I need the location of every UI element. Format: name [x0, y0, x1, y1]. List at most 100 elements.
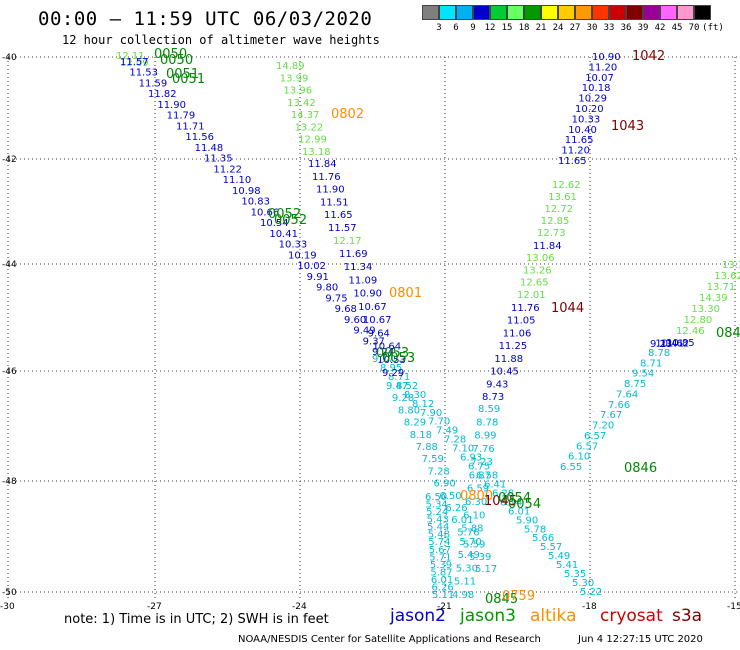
track-time-marker: 0050	[160, 53, 193, 68]
track-time-marker: 0053	[376, 346, 409, 361]
wave-height-map[interactable]: -40 -42 -44 -46 -48 -50 -30 -27 -24 -21 -18 -15 12.…	[0, 0, 740, 610]
colorbar-swatch	[524, 5, 541, 20]
latitude-label: -46	[2, 367, 17, 377]
colorbar-swatch	[439, 5, 456, 20]
swh-value: 13.18	[302, 147, 331, 158]
track-time-marker: 0800	[460, 489, 493, 504]
longitude-label: -30	[0, 602, 15, 610]
swh-value: 5.49	[458, 550, 480, 561]
swh-value: 6.50	[425, 492, 447, 503]
track-time-marker: 0759	[502, 589, 535, 604]
track-time-marker: 0051	[172, 72, 205, 87]
swh-value: 11.65	[565, 135, 594, 146]
colorbar-swatch	[541, 5, 558, 20]
swh-value: 8.95	[380, 363, 402, 374]
swh-value: 5.66	[532, 533, 554, 544]
swh-value: 12.62	[552, 180, 581, 191]
swh-value: 6.75	[468, 462, 490, 473]
swh-value: 5.30	[456, 563, 478, 574]
swh-value: 11.20	[589, 62, 618, 73]
swh-value: 10.33	[279, 240, 308, 251]
swh-value: 5.87	[430, 567, 452, 578]
longitude-label: -24	[292, 602, 307, 610]
swh-value: 13.26	[523, 265, 552, 276]
swh-value: 9.75	[325, 293, 347, 304]
swh-value: 6.55	[560, 462, 582, 473]
swh-value: 11.57	[328, 223, 357, 234]
track-time-marker: 0050	[154, 47, 187, 62]
swh-value: 11.84	[533, 241, 562, 252]
swh-value: 7.70	[428, 417, 450, 428]
swh-value: 11.56	[185, 132, 214, 143]
track-time-marker: 0052	[268, 207, 301, 222]
swh-value: 7.10	[452, 444, 474, 455]
satellite-legend-s3a: s3a	[672, 606, 703, 626]
swh-value: 8.75	[624, 379, 646, 390]
colorbar-swatch	[490, 5, 507, 20]
swh-value: 9.80	[316, 283, 338, 294]
swh-value: 11.71	[176, 121, 205, 132]
swh-value: 6.01	[451, 515, 473, 526]
swh-value: 6.59	[467, 484, 489, 495]
colorbar-label: 70	[688, 23, 700, 33]
swh-value: 10.90	[353, 289, 382, 300]
longitude-label: -15	[727, 602, 740, 610]
swh-value: 6.10	[568, 452, 590, 463]
swh-value: 5.71	[429, 552, 451, 563]
track-time-marker: 1045	[484, 494, 517, 509]
swh-value: 5.76	[457, 527, 479, 538]
swh-value: 14.39	[699, 293, 728, 304]
swh-value: 5.43	[427, 515, 449, 526]
page-title: 00:00 – 11:59 UTC 06/03/2020	[38, 8, 373, 30]
satellite-legend-jason3: jason3	[460, 606, 516, 626]
swh-value: 6.10	[463, 510, 485, 521]
track-time-marker: 1042	[632, 49, 665, 64]
swh-value: 9.54	[632, 369, 654, 380]
colorbar-swatch	[643, 5, 660, 20]
swh-value: 6.26	[445, 503, 467, 514]
swh-value: 6.01	[508, 506, 530, 517]
swh-value: 7.28	[428, 466, 450, 477]
track-time-marker: 1043	[611, 119, 644, 134]
track-time-marker: 1044	[551, 301, 584, 316]
swh-value: 10.67	[358, 302, 387, 313]
swh-value: 11.22	[213, 164, 242, 175]
colorbar-label: 12	[484, 23, 496, 33]
swh-value: 5.17	[475, 564, 497, 575]
swh-value: 5.88	[461, 524, 483, 535]
swh-value: 4.98	[452, 590, 474, 601]
swh-value: 13.06	[526, 253, 555, 264]
swh-value: 12.11	[116, 51, 145, 62]
altimeter-tracks: 12.1112.0911.5711.5311.5911.8211.9011.79…	[116, 51, 740, 601]
swh-value: 8.99	[474, 431, 496, 442]
swh-value: 6.90	[433, 479, 455, 490]
colorbar-swatch	[558, 5, 575, 20]
swh-value: 7.66	[608, 400, 630, 411]
swh-value: 7.88	[416, 442, 438, 453]
track-time-marker: 0051	[166, 67, 199, 82]
swh-value: 9.68	[335, 304, 357, 315]
swh-value: 11.57	[120, 57, 149, 68]
swh-value: 6.41	[484, 479, 506, 490]
swh-value: 6.01	[431, 575, 453, 586]
swh-value: 10.20	[575, 104, 604, 115]
latitude-label: -42	[2, 155, 17, 165]
swh-value: 10.66	[251, 207, 280, 218]
colorbar-label: 30	[586, 23, 598, 33]
colorbar-label: 42	[654, 23, 666, 33]
latitude-label: -44	[2, 260, 17, 270]
swh-value: 5.22	[580, 587, 602, 598]
colorbar-label: 39	[637, 23, 649, 33]
swh-value: 11.20	[561, 146, 590, 157]
swh-value: 8.18	[410, 430, 432, 441]
swh-value: 11.48	[195, 143, 224, 154]
swh-value: 11.84	[308, 159, 337, 170]
swh-value: 9.28	[392, 393, 414, 404]
colorbar-swatch	[660, 5, 677, 20]
swh-value: 10.90	[592, 52, 621, 63]
colorbar-swatch	[473, 5, 490, 20]
track-time-marker: 0053	[382, 351, 415, 366]
swh-value: 8.78	[476, 417, 498, 428]
colorbar-swatch	[592, 5, 609, 20]
swh-value: 10.98	[232, 186, 261, 197]
